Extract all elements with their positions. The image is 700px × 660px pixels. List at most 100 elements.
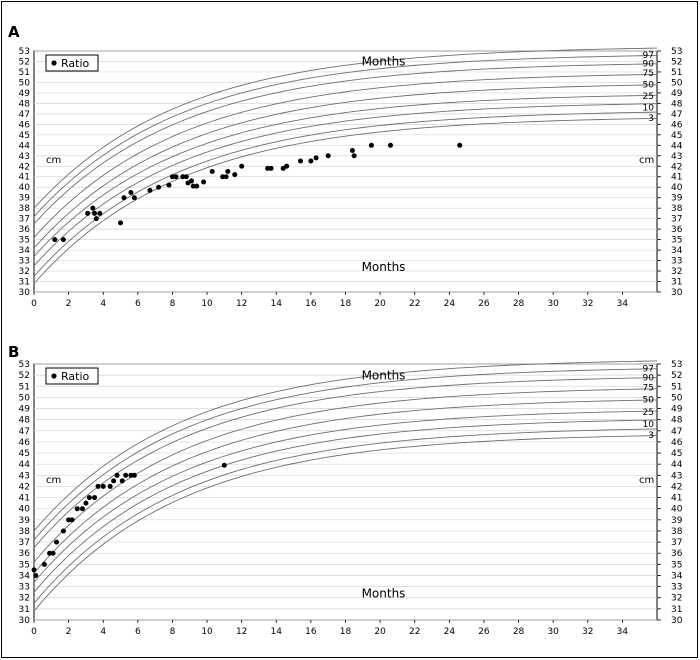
- x-tick-label: 12: [236, 299, 247, 309]
- data-point: [83, 500, 89, 506]
- y-tick-label-left: 33: [19, 257, 30, 267]
- data-point: [173, 174, 179, 180]
- y-tick-label-right: 44: [671, 141, 683, 151]
- y-tick-label-left: 30: [19, 616, 31, 626]
- y-tick-label-left: 34: [19, 571, 31, 581]
- x-tick-label: 4: [100, 299, 106, 309]
- x-tick-label: 32: [582, 627, 593, 637]
- x-tick-label: 4: [100, 627, 106, 637]
- percentile-curve: [33, 410, 658, 583]
- y-tick-label-left: 53: [19, 360, 30, 370]
- percentile-label: 25: [643, 408, 654, 418]
- data-point: [221, 462, 227, 468]
- x-tick-label: 8: [170, 627, 176, 637]
- y-tick-label-left: 41: [19, 494, 30, 504]
- x-tick-label: 6: [135, 627, 141, 637]
- y-tick-label-left: 45: [19, 131, 30, 141]
- y-tick-label-left: 40: [19, 183, 31, 193]
- y-tick-label-left: 37: [19, 538, 30, 548]
- y-tick-label-left: 43: [19, 471, 30, 481]
- y-tick-label-left: 38: [19, 204, 31, 214]
- y-tick-label-right: 45: [671, 449, 682, 459]
- data-point: [201, 179, 207, 185]
- y-tick-label-left: 49: [19, 405, 31, 415]
- y-tick-label-right: 43: [671, 152, 682, 162]
- data-point: [50, 550, 56, 556]
- x-tick-label: 34: [617, 627, 629, 637]
- y-tick-label-left: 48: [19, 99, 31, 109]
- data-point: [47, 550, 53, 556]
- percentile-label: 3: [648, 114, 654, 124]
- y-tick-label-right: 43: [671, 471, 682, 481]
- percentile-curve: [33, 55, 658, 217]
- y-tick-label-left: 45: [19, 449, 30, 459]
- y-tick-label-right: 36: [671, 549, 683, 559]
- y-tick-label-right: 46: [671, 120, 683, 130]
- y-tick-label-right: 51: [671, 68, 682, 78]
- y-tick-label-right: 39: [671, 516, 683, 526]
- y-tick-label-left: 40: [19, 505, 31, 515]
- y-tick-label-left: 51: [19, 68, 30, 78]
- y-tick-label-right: 33: [671, 257, 682, 267]
- x-tick-label: 14: [271, 627, 283, 637]
- data-point: [121, 195, 127, 201]
- y-tick-label-right: 52: [671, 57, 682, 67]
- y-tick-label-right: 52: [671, 371, 682, 381]
- data-point: [313, 155, 319, 161]
- data-point: [111, 478, 117, 484]
- y-tick-label-left: 34: [19, 246, 31, 256]
- y-tick-label-right: 31: [671, 278, 682, 288]
- y-tick-label-left: 52: [19, 57, 30, 67]
- y-tick-label-left: 50: [19, 393, 31, 403]
- y-tick-label-right: 40: [671, 505, 683, 515]
- x-tick-label: 0: [31, 299, 37, 309]
- months-label-top: Months: [362, 55, 406, 69]
- y-tick-label-right: 32: [671, 267, 682, 277]
- x-tick-label: 10: [201, 627, 213, 637]
- data-point: [368, 142, 374, 148]
- data-point: [131, 195, 137, 201]
- y-tick-label-right: 44: [671, 460, 683, 470]
- data-point: [284, 163, 290, 169]
- percentile-label: 75: [643, 383, 654, 393]
- y-tick-label-right: 37: [671, 538, 682, 548]
- x-tick-label: 16: [305, 627, 317, 637]
- data-point: [92, 210, 98, 216]
- x-tick-label: 18: [340, 627, 352, 637]
- data-point: [33, 572, 39, 578]
- percentile-curve: [33, 435, 658, 612]
- y-tick-label-left: 47: [19, 110, 30, 120]
- data-point: [53, 539, 59, 545]
- x-tick-label: 24: [444, 627, 456, 637]
- data-point: [268, 165, 274, 171]
- unit-label-left: cm: [46, 155, 61, 166]
- x-tick-label: 30: [547, 627, 559, 637]
- y-tick-label-left: 49: [19, 89, 31, 99]
- x-tick-label: 24: [444, 299, 456, 309]
- data-point: [183, 174, 189, 180]
- months-label-bottom: Months: [362, 260, 406, 274]
- legend-box: [45, 367, 99, 385]
- y-tick-label-left: 42: [19, 482, 30, 492]
- y-tick-label-left: 32: [19, 267, 30, 277]
- data-point: [209, 169, 215, 174]
- y-tick-label-right: 47: [671, 110, 682, 120]
- data-point: [188, 178, 194, 184]
- y-tick-label-left: 36: [19, 549, 31, 559]
- data-point: [180, 174, 186, 180]
- percentile-curve: [33, 47, 658, 209]
- y-tick-label-right: 34: [671, 246, 683, 256]
- data-point: [131, 472, 137, 478]
- percentile-curve: [33, 419, 658, 593]
- y-tick-label-left: 32: [19, 594, 30, 604]
- data-point: [351, 153, 357, 159]
- percentile-curve: [33, 103, 658, 267]
- percentile-curve: [33, 377, 658, 548]
- y-tick-label-right: 50: [671, 393, 683, 403]
- legend: Ratio: [45, 367, 99, 385]
- data-point: [41, 561, 47, 567]
- data-point: [100, 483, 106, 489]
- data-point: [128, 189, 134, 195]
